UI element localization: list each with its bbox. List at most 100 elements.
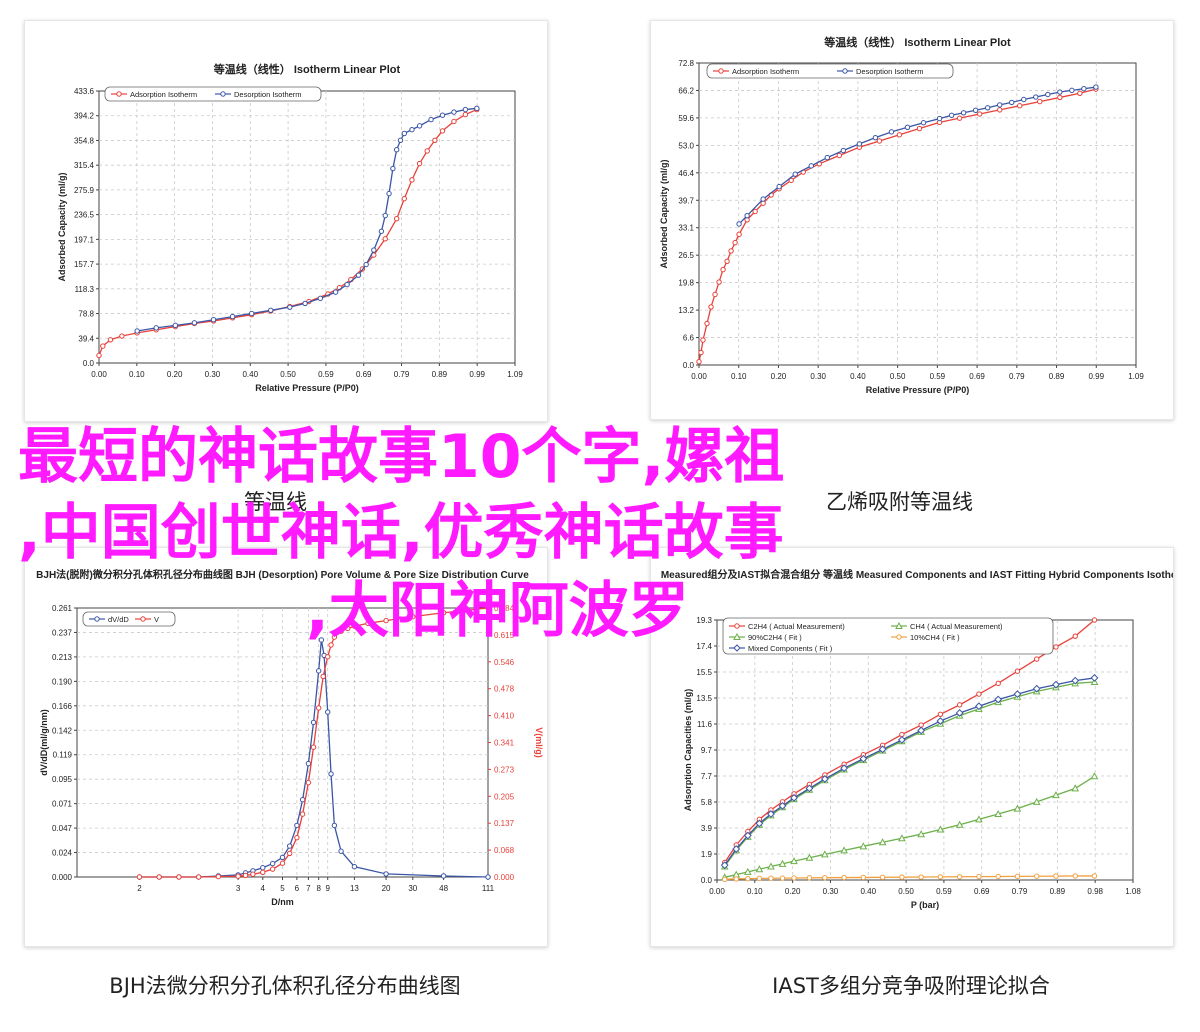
- series-point: [743, 867, 752, 875]
- series-point: [1021, 96, 1027, 103]
- series-point: [936, 825, 945, 833]
- series-point: [485, 605, 491, 611]
- series-point: [286, 850, 293, 857]
- chart-panel-bjh: BJH法(脱附)微分积分孔体积孔径分布曲线图 BJH (Desorption) …: [24, 547, 548, 947]
- x-tick-label: 5: [280, 884, 285, 893]
- series-point: [328, 642, 334, 648]
- series-point: [410, 613, 416, 620]
- series-point: [720, 861, 729, 870]
- chart-title: 等温线（线性） Isotherm Linear Plot: [823, 35, 1011, 49]
- x-tick-label: 0.20: [167, 370, 183, 379]
- series-point: [1013, 804, 1022, 812]
- y2-tick-label: 0.000: [494, 873, 515, 882]
- series-point: [722, 876, 728, 883]
- series-point: [176, 874, 182, 880]
- y-tick-label: 13.5: [696, 694, 712, 703]
- chart-title: 等温线（线性） Isotherm Linear Plot: [213, 62, 401, 76]
- x-tick-label: 0.00: [709, 887, 725, 896]
- series-point: [382, 236, 388, 242]
- headline-line-1: 最短的神话故事10个字,嫘祖: [18, 422, 785, 492]
- series-point: [1071, 784, 1080, 792]
- x-tick-label: 0.99: [469, 370, 485, 379]
- y-tick-label: 59.6: [678, 114, 694, 123]
- series-point: [345, 625, 351, 632]
- x-axis-label: Relative Pressure (P/P0): [866, 385, 970, 395]
- series-point: [724, 258, 730, 264]
- series-point: [1033, 94, 1039, 100]
- series-point: [1032, 797, 1041, 805]
- x-tick-label: 0.50: [280, 370, 296, 379]
- legend-marker: [733, 632, 741, 640]
- y-tick-label: 9.7: [701, 746, 713, 755]
- series-point: [821, 850, 829, 858]
- series-point: [936, 717, 945, 725]
- series-point: [840, 846, 848, 854]
- series-point: [279, 860, 286, 866]
- x-axis-label: P (bar): [911, 900, 939, 910]
- series-point: [792, 171, 798, 177]
- series-point: [1090, 772, 1099, 780]
- series-point: [409, 177, 415, 183]
- series-point: [260, 869, 266, 875]
- series-point: [700, 337, 706, 343]
- caption-bottom-right: IAST多组分竞争吸附理论拟合: [772, 974, 1050, 998]
- x-tick-label: 0.20: [771, 372, 787, 381]
- series-point: [440, 873, 447, 879]
- y2-tick-label: 0.410: [494, 712, 515, 721]
- series-point: [1052, 791, 1060, 799]
- y-tick-label: 0.0: [701, 876, 713, 885]
- series-point: [937, 711, 944, 718]
- series-point: [1014, 873, 1021, 880]
- series-point: [859, 754, 868, 763]
- series-point: [310, 719, 317, 726]
- series-point: [485, 874, 491, 880]
- y-tick-label: 197.1: [74, 235, 95, 244]
- y-tick-label: 78.8: [78, 310, 94, 319]
- series-point: [791, 875, 797, 881]
- series-point: [315, 668, 322, 674]
- series-point: [755, 865, 764, 873]
- chart-bjh-pore: BJH法(脱附)微分积分孔体积孔径分布曲线图 BJH (Desorption) …: [36, 568, 544, 907]
- y-tick-label: 157.7: [74, 260, 95, 269]
- series-point: [805, 853, 814, 861]
- series-point: [995, 680, 1001, 687]
- series-point: [439, 128, 446, 134]
- y-tick-label: 7.7: [701, 772, 713, 781]
- y-tick-label: 19.3: [696, 616, 712, 625]
- series-point: [976, 873, 982, 880]
- series-point: [1017, 103, 1023, 109]
- y-tick-label: 53.0: [678, 141, 694, 150]
- series-point: [960, 110, 967, 116]
- series-point: [820, 775, 829, 783]
- x-tick-label: 0.40: [860, 887, 876, 896]
- series-point: [937, 874, 944, 880]
- y2-axis-label: V(ml/g): [534, 727, 544, 758]
- series-point: [401, 195, 408, 202]
- legend-marker: [842, 68, 848, 74]
- series-point: [156, 874, 162, 880]
- series-point: [235, 873, 241, 879]
- series-point: [134, 328, 140, 334]
- series-point: [996, 107, 1003, 113]
- legend-label: Desorption Isotherm: [856, 67, 924, 76]
- series-point: [215, 873, 222, 880]
- x-tick-label: 0.50: [890, 372, 906, 381]
- series-point: [299, 811, 306, 817]
- series-point: [916, 125, 923, 132]
- x-tick-label: 0.50: [898, 887, 914, 896]
- series-point: [428, 116, 434, 123]
- y-tick-label: 66.2: [678, 86, 694, 95]
- legend-marker: [140, 616, 146, 622]
- x-tick-label: 0.59: [936, 887, 952, 896]
- series-point: [995, 873, 1001, 880]
- chart-title: Measured组分及IAST拟合混合组分 等温线 Measured Compo…: [661, 568, 1173, 581]
- series-point: [365, 620, 371, 627]
- series-point: [260, 865, 266, 871]
- series-point: [841, 874, 847, 881]
- series-point: [824, 154, 830, 161]
- series-line: [698, 88, 1097, 362]
- series-point: [716, 279, 722, 285]
- series-point: [371, 247, 377, 253]
- series-point: [1037, 98, 1043, 105]
- series-point: [1081, 86, 1087, 92]
